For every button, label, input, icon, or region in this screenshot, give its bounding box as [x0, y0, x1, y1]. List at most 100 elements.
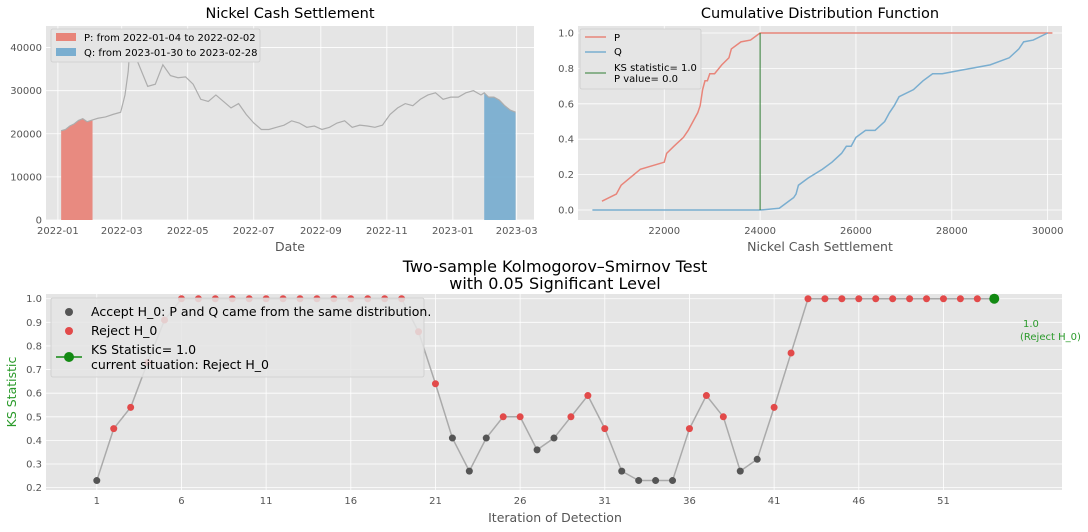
price-chart-legend-box [50, 28, 261, 63]
ks-point-reject [127, 403, 135, 411]
cdf-y-tick-label: 0.0 [558, 206, 574, 217]
cdf-x-tick-label: 26000 [840, 226, 872, 237]
price-chart-legend: P: from 2022-01-04 to 2022-02-02 Q: from… [50, 28, 261, 63]
legend-marker-current [64, 352, 74, 362]
cdf-chart-xlabel: Nickel Cash Settlement [747, 239, 893, 254]
ks-point-accept [618, 467, 626, 475]
price-y-tick-label: 20000 [10, 129, 42, 140]
ks-point-accept [635, 477, 643, 485]
ks-point-reject [889, 295, 897, 303]
current-annotation-value: 1.0 [1023, 319, 1039, 330]
legend-label-reject: Reject H_0 [91, 323, 157, 338]
ks-point-reject [110, 425, 118, 433]
legend-label-p: P [614, 33, 620, 44]
ks-point-accept [465, 467, 473, 475]
ks-y-tick-label: 0.4 [26, 436, 42, 447]
price-chart-marks [60, 38, 516, 220]
ks-x-tick-label: 51 [937, 496, 950, 507]
legend-label-ks-statistic: KS statistic= 1.0 [614, 63, 697, 74]
ks-y-tick-label: 0.3 [26, 460, 42, 471]
cdf-chart-legend-box [579, 28, 702, 90]
legend-marker-reject [65, 327, 73, 335]
price-chart: Nickel Cash Settlement 0 10000 20000 30000 4… [10, 6, 537, 254]
price-x-tick-label: 2023-03 [496, 226, 538, 237]
ks-point-reject [584, 392, 592, 400]
price-y-tick-label: 0 [36, 216, 42, 227]
price-y-tick-label: 10000 [10, 172, 42, 183]
price-y-tick-label: 30000 [10, 86, 42, 97]
ks-x-tick-label: 31 [598, 496, 611, 507]
ks-point-accept [533, 446, 541, 454]
ks-x-tick-label: 26 [514, 496, 527, 507]
legend-label-p-period: P: from 2022-01-04 to 2022-02-02 [84, 33, 256, 44]
ks-chart-ticks: 0.20.30.40.50.60.70.80.91.01 6 11 16 21 26 31 3… [26, 294, 950, 507]
ks-point-accept [736, 467, 744, 475]
ks-chart-legend-box [50, 297, 425, 378]
cdf-chart-title: Cumulative Distribution Function [701, 6, 939, 22]
ks-x-tick-label: 46 [852, 496, 865, 507]
ks-point-reject [804, 295, 812, 303]
ks-point-reject [872, 295, 880, 303]
ks-point-reject [770, 403, 778, 411]
ks-point-accept [550, 434, 558, 442]
ks-y-tick-label: 0.8 [26, 341, 42, 352]
ks-x-tick-label: 11 [260, 496, 273, 507]
legend-swatch-p [56, 33, 76, 41]
cdf-chart-ticks: 0.0 0.2 0.4 0.6 0.8 1.0 22000 24000 26000 28000 30… [558, 29, 1063, 238]
legend-label-p-value: P value= 0.0 [614, 74, 678, 85]
ks-x-tick-label: 36 [683, 496, 696, 507]
ks-test-chart: Two-sample Kolmogorov–Smirnov Test with … [4, 257, 1081, 525]
ks-point-reject [702, 392, 710, 400]
ks-y-tick-label: 0.6 [26, 389, 42, 400]
cdf-chart-legend: P Q KS statistic= 1.0 P value= 0.0 [579, 28, 702, 90]
cdf-chart-marks [592, 32, 1053, 211]
price-chart-xlabel: Date [275, 239, 305, 254]
ks-point-accept [652, 477, 660, 485]
price-y-tick-label: 40000 [10, 43, 42, 54]
ks-point-current [989, 293, 1000, 304]
ks-chart-title-line1: Two-sample Kolmogorov–Smirnov Test [402, 257, 708, 276]
price-x-tick-label: 2022-11 [366, 226, 408, 237]
cdf-y-tick-label: 0.6 [558, 99, 574, 110]
ks-point-reject [855, 295, 863, 303]
ks-point-reject [719, 413, 727, 421]
ks-point-reject [516, 413, 524, 421]
ks-x-tick-label: 1 [94, 496, 100, 507]
ks-chart-xlabel: Iteration of Detection [488, 510, 622, 525]
ks-point-reject [821, 295, 829, 303]
price-x-tick-label: 2023-01 [432, 226, 474, 237]
ks-y-tick-label: 0.2 [26, 483, 42, 494]
ks-point-accept [448, 434, 456, 442]
price-x-tick-label: 2022-03 [101, 226, 143, 237]
ks-chart-title-line2: with 0.05 Significant Level [449, 274, 661, 293]
legend-label-current-statistic: KS Statistic= 1.0 [91, 342, 196, 357]
legend-label-q-period: Q: from 2023-01-30 to 2023-02-28 [84, 48, 258, 59]
ks-point-accept [482, 434, 490, 442]
ks-x-tick-label: 21 [429, 496, 442, 507]
ks-point-reject [601, 425, 609, 433]
ks-point-reject [906, 295, 914, 303]
ks-y-tick-label: 0.9 [26, 318, 42, 329]
legend-label-current-situation: current situation: Reject H_0 [91, 357, 269, 372]
ks-x-tick-label: 41 [768, 496, 781, 507]
ks-x-tick-label: 16 [344, 496, 357, 507]
ks-point-accept [669, 477, 677, 485]
ks-point-accept [93, 477, 101, 485]
ks-x-tick-label: 6 [178, 496, 184, 507]
price-x-tick-label: 2022-07 [233, 226, 275, 237]
ks-y-tick-label: 1.0 [26, 294, 42, 305]
price-series-line [60, 38, 516, 132]
cdf-series-p [601, 32, 1053, 202]
ks-chart-ylabel: KS Statistic [4, 357, 19, 428]
ks-chart-legend: Accept H_0: P and Q came from the same d… [50, 297, 431, 378]
legend-label-accept: Accept H_0: P and Q came from the same d… [91, 304, 431, 319]
cdf-x-tick-label: 24000 [744, 226, 776, 237]
cdf-y-tick-label: 1.0 [558, 29, 574, 40]
cdf-y-tick-label: 0.4 [558, 135, 574, 146]
cdf-x-tick-label: 28000 [936, 226, 968, 237]
price-chart-title: Nickel Cash Settlement [205, 6, 374, 22]
ks-y-tick-label: 0.7 [26, 365, 42, 376]
ks-point-reject [567, 413, 575, 421]
ks-point-reject [685, 425, 693, 433]
p-period-area [61, 118, 93, 220]
